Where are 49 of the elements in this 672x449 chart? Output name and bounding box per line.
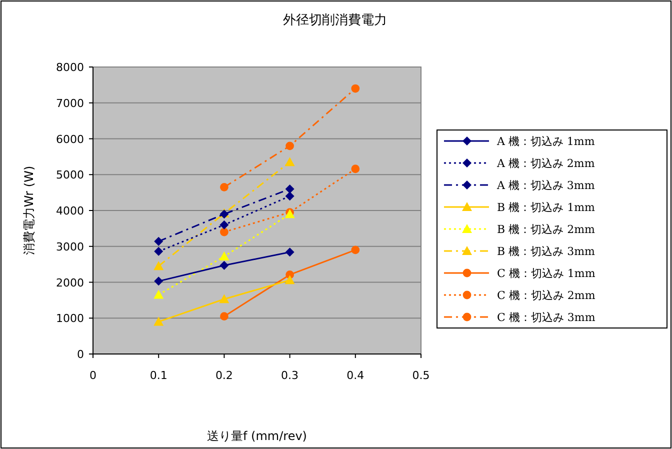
legend-label: C 機：切込み 2mm	[497, 289, 596, 302]
y-tick-label: 5000	[56, 168, 84, 182]
point	[154, 246, 164, 256]
legend-label: A 機：切込み 1mm	[496, 135, 596, 148]
legend-label: A 機：切込み 3mm	[496, 179, 596, 192]
point	[154, 261, 164, 270]
x-tick-label: 0	[90, 369, 96, 382]
point	[154, 236, 164, 246]
x-tick-label: 0.5	[412, 369, 430, 382]
point	[220, 260, 229, 270]
y-tick-label: 8000	[56, 61, 84, 74]
y-tick-label: 1000	[56, 312, 84, 326]
point	[219, 294, 230, 304]
y-axis-title: 消費電力Wr (W)	[22, 166, 36, 256]
legend-label: A 機：切込み 2mm	[496, 157, 596, 170]
point	[220, 182, 228, 192]
y-tick-label: 2000	[56, 276, 84, 290]
point	[220, 312, 228, 321]
point	[220, 228, 228, 236]
legend-label: B 機：切込み 2mm	[497, 223, 596, 236]
x-tick-label: 0.2	[215, 369, 233, 382]
point	[154, 276, 164, 286]
point	[284, 157, 295, 166]
y-tick-label: 4000	[56, 204, 84, 218]
chart-title: 外径切削消費電力	[283, 13, 387, 28]
legend-label: C 機：切込み 1mm	[497, 267, 596, 280]
point	[351, 246, 360, 254]
point	[154, 316, 164, 326]
point	[219, 251, 230, 260]
x-tick-label: 0.3	[281, 369, 299, 382]
point	[285, 192, 294, 201]
x-tick-label: 0.1	[150, 369, 168, 382]
legend-label: C 機：切込み 3mm	[497, 311, 596, 324]
point	[285, 184, 294, 194]
y-tick-label: 0	[77, 348, 84, 361]
legend-label: B 機：切込み 3mm	[497, 245, 596, 258]
point	[284, 275, 295, 284]
point	[220, 220, 229, 230]
legend-label: B 機：切込み 1mm	[497, 201, 596, 214]
y-tick-label: 7000	[56, 96, 84, 110]
point	[154, 290, 164, 299]
x-tick-label: 0.4	[346, 369, 364, 382]
point	[351, 164, 360, 174]
point	[351, 84, 360, 93]
point	[285, 248, 294, 257]
point	[286, 142, 294, 150]
y-tick-label: 3000	[56, 240, 84, 254]
y-tick-label: 6000	[56, 132, 84, 146]
x-axis-title: 送り量f (mm/rev)	[207, 429, 307, 443]
